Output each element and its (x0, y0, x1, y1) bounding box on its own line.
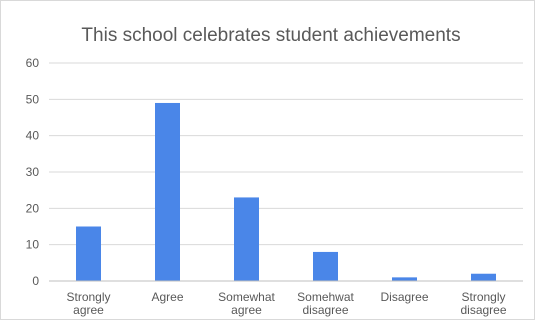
chart-title: This school celebrates student achieveme… (81, 25, 460, 46)
bar (76, 226, 101, 281)
y-tick-label: 20 (26, 201, 40, 215)
bars (76, 102, 496, 281)
y-tick-label: 50 (26, 92, 40, 106)
x-category-label: Somewhat agree (218, 290, 275, 317)
x-category-label: Somehwat disagree (297, 290, 354, 317)
y-tick-label: 10 (26, 238, 40, 252)
bar (155, 102, 180, 281)
bar (392, 277, 417, 281)
bar (234, 197, 259, 281)
y-axis-ticks: 0 10 20 30 40 50 60 (26, 56, 40, 288)
x-axis-categories: Strongly agree Agree Somewhat agree Somehwat d… (66, 290, 506, 317)
x-category-label: Agree (151, 290, 183, 304)
x-category-label: Strongly agree (66, 290, 110, 317)
y-tick-label: 60 (26, 56, 40, 70)
y-tick-label: 0 (32, 274, 39, 288)
bar (471, 273, 496, 281)
y-tick-label: 40 (26, 129, 40, 143)
x-category-label: Disagree (380, 290, 428, 304)
gridlines (49, 62, 523, 246)
y-tick-label: 30 (26, 165, 40, 179)
x-category-label: Strongly disagree (460, 290, 506, 317)
bar (313, 251, 338, 281)
